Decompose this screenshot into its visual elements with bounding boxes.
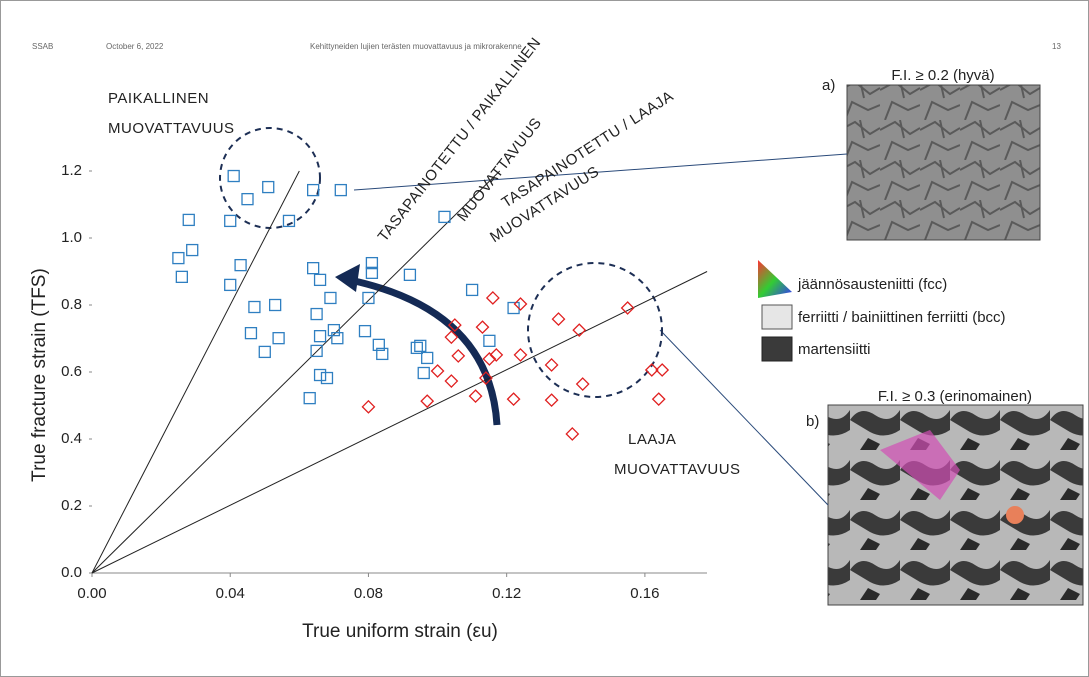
x-tick-label: 0.12 <box>492 585 521 602</box>
x-axis-label: True uniform strain (εu) <box>302 621 498 642</box>
y-tick-label: 1.2 <box>61 162 82 179</box>
header-date: October 6, 2022 <box>106 42 164 51</box>
header-company: SSAB <box>32 42 53 51</box>
legend-label: ferriitti / bainiittinen ferriitti (bcc) <box>798 309 1006 326</box>
x-tick-label: 0.00 <box>77 585 106 602</box>
legend-icon-martensite <box>762 337 792 361</box>
y-tick-label: 1.0 <box>61 229 82 246</box>
region-label: LAAJA <box>628 431 676 448</box>
image-a-title: F.I. ≥ 0.2 (hyvä) <box>891 67 994 84</box>
x-tick-label: 0.08 <box>354 585 383 602</box>
region-label: MUOVATTAVUUS <box>108 120 235 137</box>
legend-label: jäännösausteniitti (fcc) <box>797 276 947 293</box>
y-axis-label: True fracture strain (TFS) <box>29 268 50 482</box>
micrograph-a <box>847 85 1040 240</box>
region-label: MUOVATTAVUUS <box>614 461 741 478</box>
y-tick-label: 0.0 <box>61 564 82 581</box>
region-label: PAIKALLINEN <box>108 90 209 107</box>
image-b-label: b) <box>806 413 819 430</box>
y-tick-label: 0.4 <box>61 430 82 447</box>
y-tick-label: 0.8 <box>61 296 82 313</box>
y-tick-label: 0.6 <box>61 363 82 380</box>
micrograph-b <box>828 405 1083 605</box>
legend-label: martensiitti <box>798 341 871 358</box>
legend-icon-ferrite <box>762 305 792 329</box>
y-tick-label: 0.2 <box>61 497 82 514</box>
image-b-title: F.I. ≥ 0.3 (erinomainen) <box>878 388 1032 405</box>
micrograph-b-phase <box>1006 506 1024 524</box>
image-a-label: a) <box>822 77 835 94</box>
slide: SSAB October 6, 2022 Kehittyneiden lujie… <box>0 0 1089 677</box>
page-number: 13 <box>1052 42 1061 51</box>
x-tick-label: 0.16 <box>630 585 659 602</box>
x-tick-label: 0.04 <box>216 585 245 602</box>
header-title: Kehittyneiden lujien terästen muovattavu… <box>310 42 522 51</box>
